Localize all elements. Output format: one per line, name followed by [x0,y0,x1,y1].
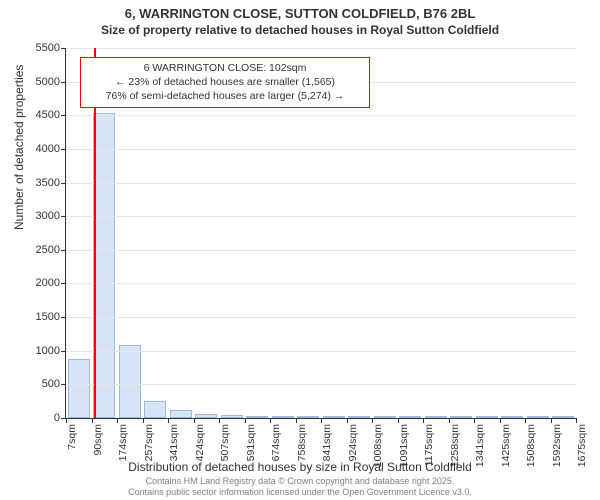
histogram-bar [552,416,574,418]
y-tick-label: 2000 [36,277,60,289]
y-tick-label: 2500 [36,244,60,256]
x-tick-mark [347,418,348,423]
x-tick-mark [576,418,577,423]
gridline [66,317,576,318]
histogram-bar [501,416,523,418]
chart-subtitle: Size of property relative to detached ho… [0,23,600,37]
x-tick-label: 674sqm [270,424,282,461]
x-tick-label: 591sqm [245,424,257,461]
histogram-bar [425,416,447,418]
y-tick-label: 500 [42,378,60,390]
y-tick-label: 5500 [36,42,60,54]
x-tick-mark [66,418,67,423]
footer-line1: Contains HM Land Registry data © Crown c… [0,476,600,487]
x-tick-mark [372,418,373,423]
y-tick-label: 4500 [36,109,60,121]
histogram-bar [399,416,421,418]
x-tick-mark [525,418,526,423]
chart-footer: Contains HM Land Registry data © Crown c… [0,476,600,499]
y-tick-mark [61,351,66,352]
x-tick-mark [117,418,118,423]
x-tick-mark [500,418,501,423]
x-tick-mark [219,418,220,423]
histogram-bar [144,401,166,418]
x-tick-mark [168,418,169,423]
y-tick-mark [61,216,66,217]
annotation-box: 6 WARRINGTON CLOSE: 102sqm← 23% of detac… [80,57,370,108]
x-tick-mark [449,418,450,423]
gridline [66,250,576,251]
x-tick-label: 924sqm [347,424,359,461]
histogram-bar [170,410,192,418]
x-tick-mark [551,418,552,423]
y-tick-label: 1000 [36,345,60,357]
y-tick-mark [61,250,66,251]
histogram-bar [527,416,549,418]
y-tick-mark [61,317,66,318]
x-tick-mark [270,418,271,423]
y-tick-mark [61,183,66,184]
x-tick-mark [245,418,246,423]
gridline [66,384,576,385]
gridline [66,283,576,284]
x-tick-mark [321,418,322,423]
chart-title: 6, WARRINGTON CLOSE, SUTTON COLDFIELD, B… [0,6,600,21]
histogram-bar [68,359,90,418]
histogram-bar [323,416,345,418]
annotation-line: ← 23% of detached houses are smaller (1,… [89,75,361,89]
y-axis-label: Number of detached properties [12,65,26,230]
histogram-bar [221,415,243,418]
histogram-bar [476,416,498,418]
x-tick-label: 424sqm [194,424,206,461]
x-tick-label: 507sqm [219,424,231,461]
y-tick-mark [61,384,66,385]
histogram-bar [195,414,217,418]
annotation-line: 76% of semi-detached houses are larger (… [89,89,361,103]
y-tick-mark [61,149,66,150]
y-tick-label: 3000 [36,210,60,222]
x-tick-mark [143,418,144,423]
x-tick-label: 341sqm [168,424,180,461]
gridline [66,149,576,150]
y-tick-mark [61,283,66,284]
histogram-bar [374,416,396,418]
gridline [66,48,576,49]
y-tick-mark [61,82,66,83]
y-tick-mark [61,48,66,49]
x-tick-mark [194,418,195,423]
x-tick-mark [474,418,475,423]
histogram-bar [272,416,294,418]
gridline [66,183,576,184]
x-tick-label: 174sqm [117,424,129,461]
histogram-bar [348,416,370,418]
histogram-bar [246,416,268,418]
x-tick-mark [92,418,93,423]
gridline [66,216,576,217]
y-tick-label: 3500 [36,177,60,189]
y-tick-label: 4000 [36,143,60,155]
gridline [66,115,576,116]
footer-line2: Contains public sector information licen… [0,487,600,498]
x-tick-label: 758sqm [296,424,308,461]
x-tick-mark [398,418,399,423]
y-tick-label: 1500 [36,311,60,323]
x-tick-label: 841sqm [321,424,333,461]
annotation-line: 6 WARRINGTON CLOSE: 102sqm [89,61,361,75]
x-tick-label: 90sqm [92,424,104,456]
histogram-bar [297,416,319,418]
x-tick-label: 257sqm [143,424,155,461]
histogram-bar [119,345,141,418]
y-tick-mark [61,115,66,116]
histogram-bar [93,113,115,418]
y-tick-label: 0 [54,412,60,424]
x-axis-label: Distribution of detached houses by size … [0,460,600,474]
x-tick-mark [296,418,297,423]
gridline [66,351,576,352]
x-tick-mark [423,418,424,423]
y-tick-label: 5000 [36,76,60,88]
x-tick-label: 7sqm [66,424,78,450]
histogram-bar [450,416,472,418]
